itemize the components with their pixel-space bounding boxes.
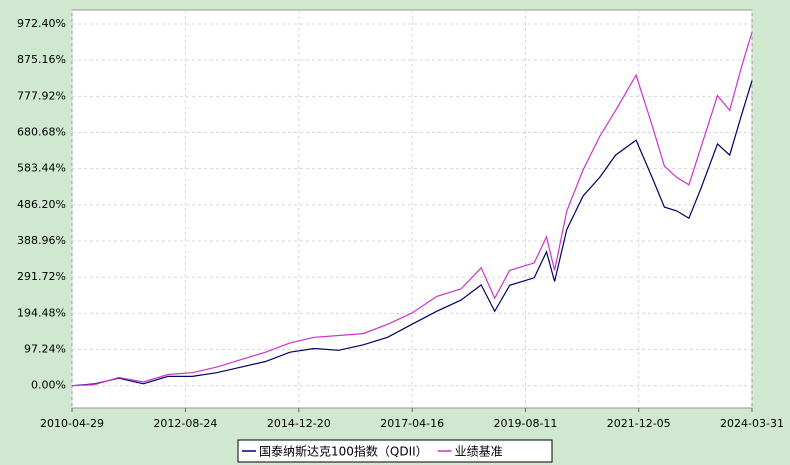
x-tick-label: 2024-03-31 [720, 417, 784, 430]
x-tick-label: 2012-08-24 [153, 417, 217, 430]
y-tick-label: 97.24% [24, 343, 66, 356]
y-tick-label: 777.92% [17, 89, 66, 102]
series-line [71, 80, 753, 387]
x-tick-label: 2021-12-05 [607, 417, 671, 430]
y-tick-label: 875.16% [17, 53, 66, 66]
x-tick-label: 2019-08-11 [493, 417, 557, 430]
series-line [71, 32, 753, 387]
x-tick-label: 2017-04-16 [380, 417, 444, 430]
y-tick-label: 388.96% [17, 234, 66, 247]
x-tick-label: 2010-04-29 [40, 417, 104, 430]
x-tick-label: 2014-12-20 [267, 417, 331, 430]
legend-label: 业绩基准 [455, 445, 503, 459]
legend [237, 439, 553, 463]
y-tick-label: 583.44% [17, 162, 66, 175]
y-tick-label: 972.40% [17, 17, 66, 30]
y-tick-label: 291.72% [17, 270, 66, 283]
y-tick-label: 194.48% [17, 306, 66, 319]
y-tick-label: 680.68% [17, 125, 66, 138]
y-tick-label: 0.00% [31, 379, 66, 392]
legend-label: 国泰纳斯达克100指数（QDII） [259, 444, 428, 459]
y-tick-label: 486.20% [17, 198, 66, 211]
